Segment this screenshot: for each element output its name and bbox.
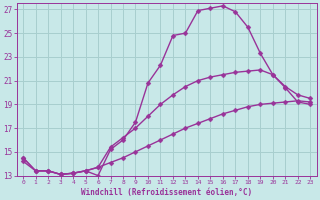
X-axis label: Windchill (Refroidissement éolien,°C): Windchill (Refroidissement éolien,°C)	[81, 188, 252, 197]
